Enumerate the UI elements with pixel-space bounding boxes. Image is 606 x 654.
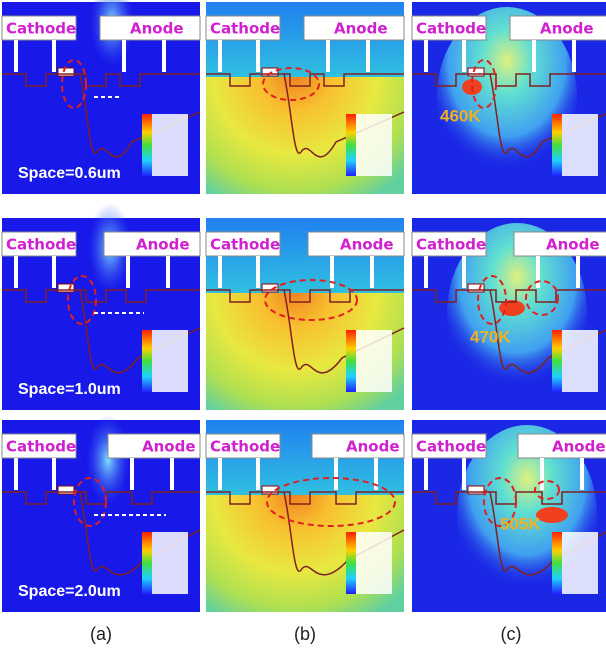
contact [532,40,536,72]
contact [540,458,544,490]
cathode-label: Cathode [6,20,76,38]
cathode-label: Cathode [210,20,280,38]
cathode-label: Cathode [210,438,280,456]
legend-box [152,330,188,392]
simulation-panel: Cathode Anode 470K [412,218,606,410]
simulation-panel: Cathode Anode [206,2,404,194]
contact-pad [58,68,74,76]
contact [52,256,56,288]
contact [462,458,466,490]
legend-box [562,532,598,594]
contact [122,40,126,72]
cathode-label: Cathode [416,438,486,456]
simulation-panel: Cathode Anode 505K [412,420,606,612]
contact [126,256,130,288]
cathode-label: Cathode [6,236,76,254]
contact [370,256,374,288]
contact [166,256,170,288]
contact [334,458,338,490]
contact-pad [58,486,74,494]
contact [256,458,260,490]
contact [218,40,222,72]
cathode-label: Cathode [210,236,280,254]
cathode-label: Cathode [416,236,486,254]
contact [14,40,18,72]
legend-box [356,114,392,176]
space-label: Space=2.0um [18,583,121,600]
simulation-panel: Cathode Anode [206,420,404,612]
figure: CathodeAnodeSpace=0.6umCathodeAnodeCatho… [0,0,606,654]
contact [52,458,56,490]
legend-box [562,330,598,392]
simulation-panel: Cathode Anode 460K [412,2,606,194]
colorbar [552,532,562,594]
contact [256,40,260,72]
colorbar [346,114,356,176]
space-label: Space=0.6um [18,165,121,182]
simulation-panel: Cathode Anode Space=1.0um [2,203,200,410]
temperature-label: 505K [500,514,541,533]
simulation-panel: Cathode Anode Space=0.6um [2,0,200,194]
column-caption: (c) [501,624,522,644]
anode-label: Anode [334,20,388,38]
contact [462,40,466,72]
colorbar [552,114,562,176]
colorbar [346,330,356,392]
contact [572,40,576,72]
anode-label: Anode [552,438,606,456]
contact [576,256,580,288]
contact [366,40,370,72]
legend-box [562,114,598,176]
contact-pad [468,68,484,76]
colorbar [142,330,152,392]
contact [326,40,330,72]
simulation-panel: Cathode Anode [206,218,404,410]
contact [130,458,134,490]
anode-label: Anode [130,20,184,38]
colorbar [142,114,152,176]
simulation-panel: Cathode Anode Space=2.0um [2,415,200,612]
legend-box [356,532,392,594]
contact [14,256,18,288]
contact [218,458,222,490]
column-caption: (a) [90,624,112,644]
contact [424,40,428,72]
anode-label: Anode [540,20,594,38]
hot-spot [536,507,568,523]
contact [256,256,260,288]
contact-pad [468,486,484,494]
legend-box [152,532,188,594]
anode-label: Anode [346,438,400,456]
contact [170,458,174,490]
contact [424,458,428,490]
contact [14,458,18,490]
contact-pad [262,68,278,76]
legend-box [356,330,392,392]
anode-label: Anode [340,236,394,254]
colorbar [552,330,562,392]
contact [52,40,56,72]
anode-label: Anode [136,236,190,254]
contact [536,256,540,288]
anode-label: Anode [546,236,600,254]
colorbar [346,532,356,594]
colorbar [142,532,152,594]
contact [580,458,584,490]
temperature-label: 470K [470,327,511,346]
contact [462,256,466,288]
cathode-label: Cathode [6,438,76,456]
column-caption: (b) [294,624,316,644]
cathode-label: Cathode [416,20,486,38]
contact [162,40,166,72]
contact [424,256,428,288]
anode-label: Anode [142,438,196,456]
contact [218,256,222,288]
temperature-label: 460K [440,106,481,125]
space-label: Space=1.0um [18,381,121,398]
legend-box [152,114,188,176]
